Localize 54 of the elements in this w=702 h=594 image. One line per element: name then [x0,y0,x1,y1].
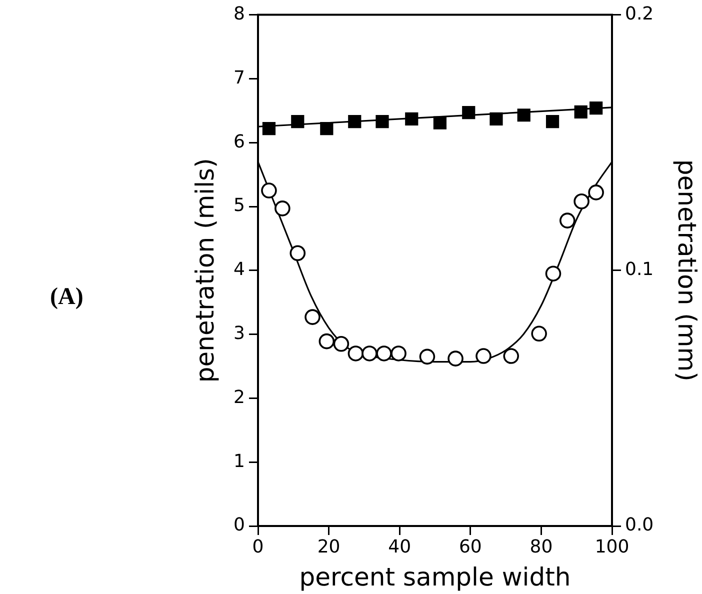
point [376,114,389,128]
y-tick-label: 6 [234,131,245,152]
point [574,105,588,118]
y-axis-title: penetration (mils) [190,158,220,383]
y-tick-label: 5 [234,195,245,216]
x-tick-label: 40 [388,536,412,558]
y-tick-label: 2 [234,386,245,408]
point [390,346,406,362]
point [291,114,304,128]
x-tick-label: 20 [317,536,340,558]
point [333,336,350,352]
point [405,112,418,126]
point [274,200,290,216]
point [348,346,364,362]
point [476,348,492,364]
y-tick-label: 7 [234,67,245,88]
point [545,266,562,282]
point [262,122,276,136]
point [590,102,603,115]
y-tick-label: 1 [234,450,245,472]
text: (A) [50,284,84,310]
point [503,348,520,364]
point [304,309,320,325]
y-tick-label: 3 [234,322,245,344]
point [433,116,447,130]
point [517,108,530,122]
point [574,193,590,210]
point [490,112,503,126]
y-tick-label: 4 [234,259,245,280]
x-tick-label: 60 [458,536,482,558]
y2-tick-label: 0.0 [625,514,654,536]
y-tick-label: 0 [234,514,245,536]
point [546,114,560,128]
y-tick-label: 8 [234,3,245,24]
y2-axis-title: penetration (mm) [672,159,702,382]
x-tick-label: 0 [252,536,264,558]
x-axis-title: percent sample width [299,562,571,592]
point [559,212,576,228]
x-tick-label: 100 [594,536,630,558]
point [318,333,335,350]
point [531,326,547,342]
point [462,106,476,120]
point [419,348,436,365]
x-tick-label: 80 [530,536,553,558]
point [448,350,464,366]
y2-tick-label: 0.1 [625,259,654,280]
point [261,182,277,198]
y2-tick-label: 0.2 [625,3,654,24]
point [588,184,604,200]
point [348,114,362,128]
point [290,245,306,262]
point [320,122,334,136]
point [376,346,392,362]
point [362,346,378,362]
